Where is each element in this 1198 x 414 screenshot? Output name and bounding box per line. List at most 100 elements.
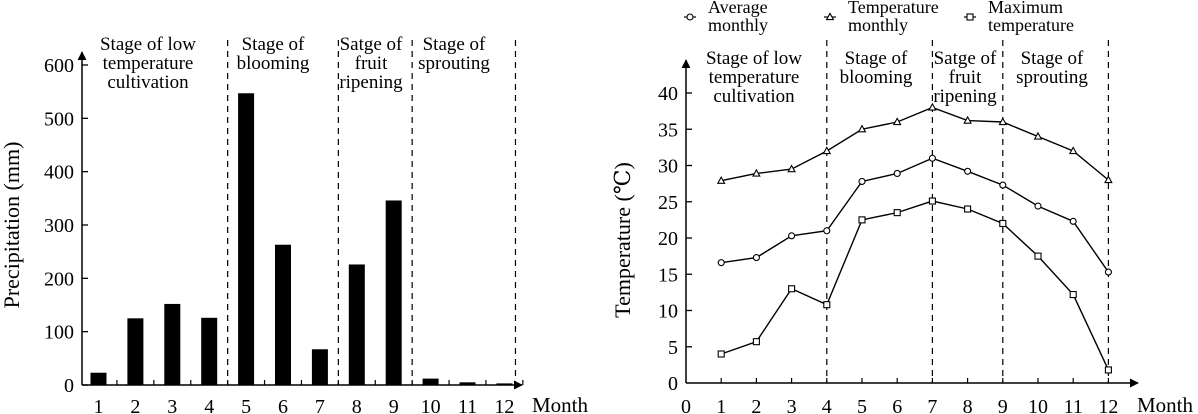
stage-label: Stage of low	[100, 34, 196, 55]
x-axis-title: Month	[532, 393, 589, 414]
x-tick-label: 4	[204, 396, 214, 414]
x-tick-label: 1	[716, 396, 726, 414]
precipitation-bar	[348, 264, 365, 385]
x-tick-label: 9	[389, 396, 399, 414]
y-tick-label: 500	[44, 108, 74, 130]
series-circle	[717, 154, 1112, 276]
x-tick-label: 6	[278, 396, 288, 414]
stage-label: fruit	[949, 67, 982, 88]
x-tick-label: 5	[857, 396, 867, 414]
data-point-circle	[717, 259, 725, 267]
legend-label: Maximum	[988, 0, 1063, 17]
data-point-circle	[928, 154, 936, 162]
data-point-circle	[788, 232, 796, 240]
data-point-square	[928, 197, 936, 205]
precipitation-bar	[127, 318, 144, 385]
x-tick-label: 4	[822, 396, 832, 414]
data-point-square	[823, 301, 831, 309]
data-point-triangle	[787, 164, 796, 173]
stage-label: Stage of	[423, 34, 486, 55]
x-tick-label: 7	[927, 396, 937, 414]
stage-label: cultivation	[713, 86, 795, 107]
data-point-triangle	[822, 146, 832, 155]
data-point-circle	[752, 254, 760, 262]
series-line	[720, 200, 1110, 371]
x-tick-label: 11	[458, 396, 477, 414]
data-point-circle	[823, 227, 831, 235]
x-tick-label: 3	[787, 396, 797, 414]
data-point-triangle	[752, 168, 761, 177]
precipitation-bar	[385, 200, 402, 385]
precipitation-bar	[90, 372, 107, 385]
x-tick-label: 12	[1098, 396, 1118, 414]
data-point-triangle	[1033, 131, 1043, 140]
precipitation-bar	[459, 382, 476, 385]
x-tick-label: 8	[963, 396, 973, 414]
legend-label: monthly	[848, 15, 908, 35]
stage-label: fruit	[355, 53, 388, 74]
stage-label: Stage of low	[706, 48, 802, 69]
legend-label: monthly	[708, 15, 768, 35]
stage-label: sprouting	[1016, 67, 1088, 88]
stage-label: Stage of	[845, 48, 908, 69]
data-point-square	[1104, 366, 1112, 374]
data-point-circle	[964, 167, 972, 175]
y-tick-label: 25	[658, 192, 678, 214]
data-point-square	[717, 350, 725, 358]
stage-label: temperature	[103, 53, 194, 74]
data-point-triangle	[892, 117, 902, 126]
stage-label: blooming	[840, 67, 913, 88]
precipitation-bar	[275, 244, 291, 385]
x-tick-label: 9	[998, 396, 1008, 414]
data-point-triangle	[928, 102, 937, 111]
y-tick-label: 10	[658, 301, 678, 323]
series-line	[721, 157, 1109, 273]
precipitation-bar	[164, 303, 181, 385]
x-tick-label: 11	[1064, 396, 1083, 414]
stage-label: blooming	[237, 53, 310, 74]
stage-label: Stage of	[242, 34, 305, 55]
y-tick-label: 15	[658, 264, 678, 286]
data-point-triangle	[716, 175, 726, 184]
data-point-triangle	[963, 115, 972, 124]
stage-label: sprouting	[418, 53, 490, 74]
data-point-square	[1069, 290, 1077, 299]
x-tick-label: 0	[681, 396, 691, 414]
x-tick-label: 7	[315, 396, 325, 414]
x-tick-label: 10	[421, 396, 441, 414]
data-point-square	[752, 338, 760, 346]
data-point-square	[788, 285, 796, 293]
legend-label: Average	[708, 0, 768, 17]
y-tick-label: 5	[668, 337, 678, 359]
stage-label: Satge of	[934, 48, 997, 69]
stage-label: Stage of	[1021, 48, 1084, 69]
x-tick-label: 5	[241, 396, 251, 414]
data-point-square	[1034, 252, 1042, 260]
data-point-circle	[686, 13, 694, 21]
data-point-square	[893, 209, 901, 217]
x-tick-label: 10	[1028, 396, 1048, 414]
stage-label: Satge of	[340, 34, 403, 55]
data-point-square	[964, 205, 972, 213]
data-point-triangle	[825, 12, 835, 21]
y-tick-label: 0	[64, 375, 74, 397]
data-point-triangle	[1104, 175, 1113, 184]
stage-label: ripening	[933, 86, 997, 107]
x-tick-label: 12	[494, 396, 514, 414]
stage-label: temperature	[709, 67, 800, 88]
y-axis-title: Temperature (℃)	[610, 162, 635, 318]
data-point-square	[966, 13, 974, 21]
precipitation-bar	[238, 93, 255, 386]
legend-label: temperature	[988, 15, 1074, 35]
stage-label: ripening	[339, 72, 403, 93]
data-point-triangle	[998, 117, 1008, 126]
precipitation-bar	[496, 383, 513, 385]
data-point-triangle	[1068, 146, 1078, 155]
x-tick-label: 1	[94, 396, 104, 414]
y-axis-title: Precipitation (mm)	[0, 142, 24, 309]
